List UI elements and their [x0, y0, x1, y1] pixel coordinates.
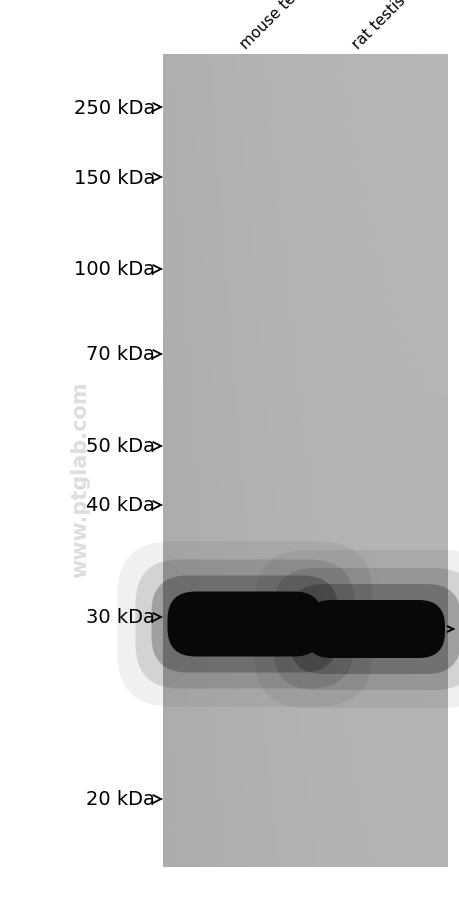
- Text: 100 kDa: 100 kDa: [74, 260, 161, 280]
- Text: 20 kDa: 20 kDa: [86, 789, 161, 808]
- Text: 50 kDa: 50 kDa: [86, 437, 161, 456]
- FancyBboxPatch shape: [151, 575, 338, 673]
- Text: rat testis: rat testis: [349, 0, 408, 52]
- FancyBboxPatch shape: [167, 592, 322, 657]
- Text: 70 kDa: 70 kDa: [86, 345, 161, 364]
- FancyBboxPatch shape: [135, 560, 354, 689]
- FancyBboxPatch shape: [254, 550, 459, 708]
- Text: 30 kDa: 30 kDa: [86, 608, 161, 627]
- Text: mouse testis: mouse testis: [237, 0, 317, 52]
- FancyBboxPatch shape: [117, 542, 372, 706]
- Text: 150 kDa: 150 kDa: [73, 169, 161, 188]
- Text: 40 kDa: 40 kDa: [86, 496, 161, 515]
- FancyBboxPatch shape: [288, 584, 459, 675]
- Text: 250 kDa: 250 kDa: [73, 98, 161, 117]
- Text: www.ptglab.com: www.ptglab.com: [70, 382, 90, 577]
- FancyBboxPatch shape: [304, 601, 444, 658]
- FancyBboxPatch shape: [272, 568, 459, 690]
